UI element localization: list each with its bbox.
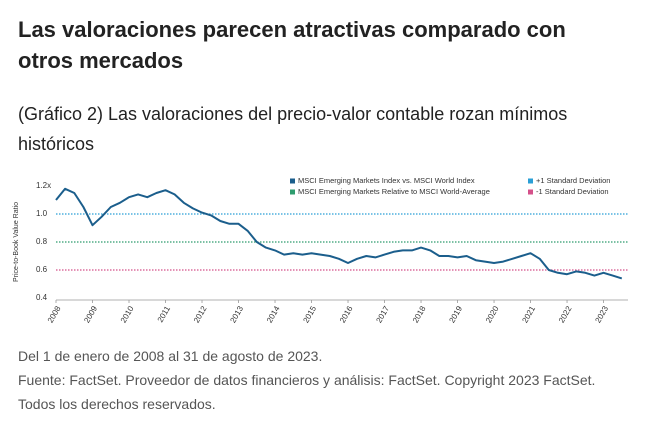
notes: Del 1 de enero de 2008 al 31 de agosto d… [18, 344, 628, 416]
x-tick-label: 2016 [338, 304, 355, 324]
x-tick-label: 2014 [265, 304, 282, 324]
subtitle: (Gráfico 2) Las valoraciones del precio-… [18, 104, 568, 154]
legend-swatch [528, 189, 533, 195]
y-tick-label: 0.6 [36, 265, 48, 274]
x-tick-label: 2022 [557, 304, 574, 324]
legend-label: MSCI Emerging Markets Relative to MSCI W… [298, 187, 490, 196]
y-tick-label: 1.0 [36, 209, 48, 218]
legend-label: -1 Standard Deviation [536, 187, 609, 196]
note: Del 1 de enero de 2008 al 31 de agosto d… [18, 348, 323, 364]
x-tick-label: 2021 [520, 304, 537, 324]
x-tick-label: 2012 [192, 304, 209, 324]
x-tick-label: 2013 [228, 304, 245, 324]
x-tick-label: 2023 [593, 304, 610, 324]
legend-swatch [290, 178, 295, 184]
x-tick-label: 2015 [301, 304, 318, 324]
legend-label: +1 Standard Deviation [536, 176, 610, 185]
x-tick-label: 2019 [447, 304, 464, 324]
title: Las valoraciones parecen atractivas comp… [18, 17, 566, 73]
y-tick-label: 0.4 [36, 293, 48, 302]
y-axis-label: Price-to-Book Value Ratio [13, 202, 20, 282]
legend-label: MSCI Emerging Markets Index vs. MSCI Wor… [298, 176, 475, 185]
chart: 0.4 0.6 0.8 1.0 1.2x Price-to-Book Value Rati… [13, 176, 628, 324]
x-tick-label: 2010 [119, 304, 136, 324]
x-tick-label: 2008 [46, 304, 63, 324]
y-tick-label: 1.2x [36, 181, 51, 190]
x-tick-label: 2017 [374, 304, 391, 324]
x-tick-label: 2009 [82, 304, 99, 324]
x-tick-label: 2011 [156, 304, 173, 324]
line [55, 187, 623, 280]
legend-swatch [528, 178, 533, 184]
note: Fuente: FactSet. Proveedor de datos fina… [18, 372, 596, 412]
legend-swatch [290, 189, 295, 195]
x-tick-label: 2020 [484, 304, 501, 324]
x-tick-label: 2018 [411, 304, 428, 324]
y-tick-label: 0.8 [36, 237, 48, 246]
